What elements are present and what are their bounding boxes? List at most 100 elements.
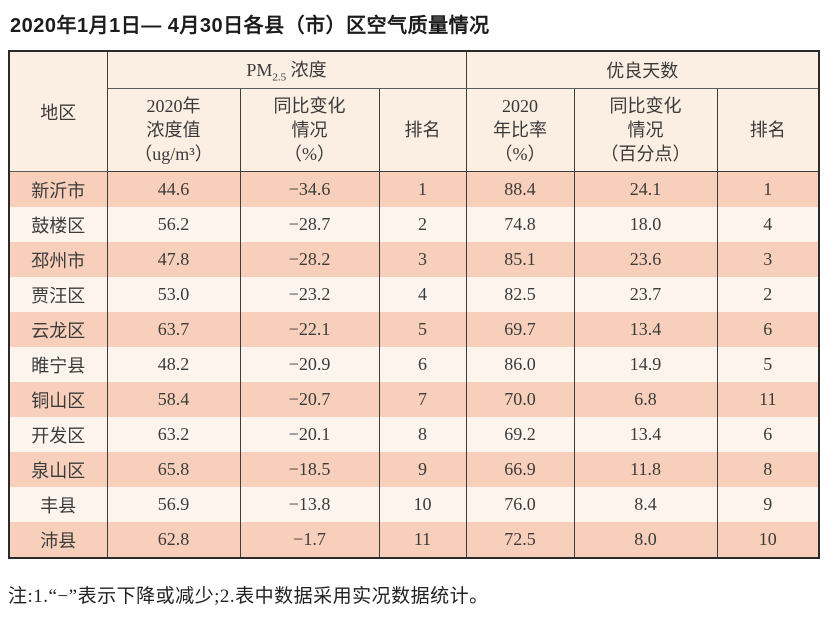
- change-pts-cell: 8.4: [573, 487, 718, 522]
- rank-pm25-cell: 10: [378, 487, 467, 522]
- column-header-ratio: 2020 年比率 （%）: [465, 88, 575, 172]
- ratio-cell: 82.5: [465, 277, 575, 312]
- rank-days-cell: 1: [716, 171, 820, 207]
- table-row: 泉山区 65.8 −18.5 9 66.9 11.8 8: [8, 452, 820, 487]
- concentration-cell: 63.7: [106, 312, 241, 347]
- column-header-concentration: 2020年 浓度值 （ug/m³）: [106, 88, 241, 172]
- ratio-cell: 86.0: [465, 347, 575, 382]
- concentration-cell: 65.8: [106, 452, 241, 487]
- change-pct-cell: −22.1: [239, 312, 380, 347]
- rank-pm25-cell: 9: [378, 452, 467, 487]
- change-pts-cell: 23.7: [573, 277, 718, 312]
- rank-days-cell: 6: [716, 312, 820, 347]
- ratio-cell: 70.0: [465, 382, 575, 417]
- change-pct-cell: −1.7: [239, 522, 380, 558]
- rank-days-cell: 3: [716, 242, 820, 277]
- change-pts-cell: 8.0: [573, 522, 718, 558]
- air-quality-table: 地区 PM2.5 浓度 优良天数 2020年 浓度值 （ug/m³） 同比变化 …: [8, 50, 821, 559]
- rank-days-cell: 6: [716, 417, 820, 452]
- rank-pm25-cell: 2: [378, 207, 467, 242]
- change-pct-cell: −20.7: [239, 382, 380, 417]
- region-cell: 鼓楼区: [8, 207, 108, 242]
- concentration-cell: 44.6: [106, 171, 241, 207]
- table-footnote: 注:1.“−”表示下降或减少;2.表中数据采用实况数据统计。: [8, 586, 489, 607]
- change-pts-cell: 13.4: [573, 312, 718, 347]
- region-cell: 睢宁县: [8, 347, 108, 382]
- table-row: 沛县 62.8 −1.7 11 72.5 8.0 10: [8, 522, 820, 558]
- rank-days-cell: 5: [716, 347, 820, 382]
- table-row: 新沂市 44.6 −34.6 1 88.4 24.1 1: [8, 171, 820, 207]
- concentration-cell: 47.8: [106, 242, 241, 277]
- table-row: 铜山区 58.4 −20.7 7 70.0 6.8 11: [8, 382, 820, 417]
- change-pts-cell: 24.1: [573, 171, 718, 207]
- rank-pm25-cell: 5: [378, 312, 467, 347]
- rank-pm25-cell: 4: [378, 277, 467, 312]
- change-pts-cell: 13.4: [573, 417, 718, 452]
- table-row: 丰县 56.9 −13.8 10 76.0 8.4 9: [8, 487, 820, 522]
- ratio-cell: 66.9: [465, 452, 575, 487]
- change-pts-cell: 23.6: [573, 242, 718, 277]
- region-cell: 泉山区: [8, 452, 108, 487]
- column-header-change-pct: 同比变化 情况 （%）: [239, 88, 380, 172]
- table-row: 邳州市 47.8 −28.2 3 85.1 23.6 3: [8, 242, 820, 277]
- table-row: 鼓楼区 56.2 −28.7 2 74.8 18.0 4: [8, 207, 820, 242]
- column-group-pm25: PM2.5 浓度: [106, 51, 467, 89]
- table-header: 地区 PM2.5 浓度 优良天数 2020年 浓度值 （ug/m³） 同比变化 …: [8, 51, 820, 172]
- rank-pm25-cell: 11: [378, 522, 467, 558]
- change-pct-cell: −28.7: [239, 207, 380, 242]
- page-title: 2020年1月1日— 4月30日各县（市）区空气质量情况: [10, 15, 490, 37]
- table-row: 云龙区 63.7 −22.1 5 69.7 13.4 6: [8, 312, 820, 347]
- table-row: 开发区 63.2 −20.1 8 69.2 13.4 6: [8, 417, 820, 452]
- ratio-cell: 76.0: [465, 487, 575, 522]
- rank-days-cell: 8: [716, 452, 820, 487]
- column-group-good-days: 优良天数: [465, 51, 820, 89]
- ratio-cell: 88.4: [465, 171, 575, 207]
- header-group-row: 地区 PM2.5 浓度 优良天数: [8, 51, 820, 172]
- concentration-cell: 58.4: [106, 382, 241, 417]
- change-pts-cell: 11.8: [573, 452, 718, 487]
- ratio-cell: 72.5: [465, 522, 575, 558]
- change-pts-cell: 18.0: [573, 207, 718, 242]
- rank-days-cell: 4: [716, 207, 820, 242]
- concentration-cell: 53.0: [106, 277, 241, 312]
- pm25-subscript: 2.5: [272, 71, 287, 84]
- rank-pm25-cell: 1: [378, 171, 467, 207]
- rank-days-cell: 10: [716, 522, 820, 558]
- change-pct-cell: −28.2: [239, 242, 380, 277]
- table-row: 睢宁县 48.2 −20.9 6 86.0 14.9 5: [8, 347, 820, 382]
- change-pts-cell: 6.8: [573, 382, 718, 417]
- table-body: 新沂市 44.6 −34.6 1 88.4 24.1 1 鼓楼区 56.2 −28.7 2 74.8…: [8, 171, 820, 558]
- region-cell: 丰县: [8, 487, 108, 522]
- region-cell: 沛县: [8, 522, 108, 558]
- change-pct-cell: −23.2: [239, 277, 380, 312]
- ratio-cell: 85.1: [465, 242, 575, 277]
- pm25-label: PM2.5 浓度: [246, 60, 327, 84]
- column-header-change-pts: 同比变化 情况 （百分点）: [573, 88, 718, 172]
- column-header-rank-days: 排名: [716, 88, 820, 172]
- region-cell: 新沂市: [8, 171, 108, 207]
- change-pct-cell: −13.8: [239, 487, 380, 522]
- concentration-cell: 56.2: [106, 207, 241, 242]
- rank-pm25-cell: 8: [378, 417, 467, 452]
- change-pct-cell: −20.1: [239, 417, 380, 452]
- ratio-cell: 69.7: [465, 312, 575, 347]
- concentration-cell: 48.2: [106, 347, 241, 382]
- region-cell: 开发区: [8, 417, 108, 452]
- change-pct-cell: −20.9: [239, 347, 380, 382]
- change-pts-cell: 14.9: [573, 347, 718, 382]
- rank-pm25-cell: 7: [378, 382, 467, 417]
- rank-days-cell: 2: [716, 277, 820, 312]
- change-pct-cell: −34.6: [239, 171, 380, 207]
- region-cell: 云龙区: [8, 312, 108, 347]
- region-cell: 铜山区: [8, 382, 108, 417]
- concentration-cell: 62.8: [106, 522, 241, 558]
- header-sub-row: 2020年 浓度值 （ug/m³） 同比变化 情况 （%） 排名 2020 年比…: [9, 88, 820, 172]
- region-cell: 邳州市: [8, 242, 108, 277]
- concentration-cell: 56.9: [106, 487, 241, 522]
- column-header-region: 地区: [8, 51, 108, 172]
- table-row: 贾汪区 53.0 −23.2 4 82.5 23.7 2: [8, 277, 820, 312]
- rank-days-cell: 9: [716, 487, 820, 522]
- column-header-rank-pm25: 排名: [378, 88, 467, 172]
- rank-pm25-cell: 3: [378, 242, 467, 277]
